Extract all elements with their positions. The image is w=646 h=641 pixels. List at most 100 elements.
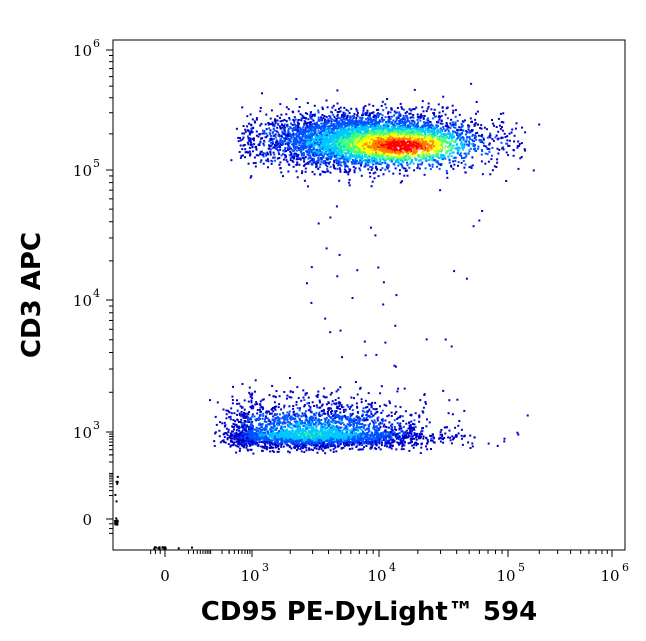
- event-dot: [336, 113, 339, 116]
- event-dot: [289, 159, 292, 162]
- event-dot: [257, 154, 260, 157]
- event-dot: [441, 122, 444, 125]
- event-dot: [430, 124, 432, 127]
- event-dot: [363, 120, 366, 123]
- event-dot: [325, 130, 328, 133]
- event-dot: [355, 157, 358, 160]
- event-dot: [435, 161, 438, 164]
- event-dot: [297, 147, 300, 150]
- event-dot: [352, 120, 355, 123]
- event-dot: [348, 154, 351, 157]
- event-dot: [439, 164, 442, 167]
- event-dot: [435, 126, 438, 129]
- event-dot: [374, 116, 377, 119]
- event-dot: [441, 141, 444, 144]
- event-dot: [337, 148, 340, 151]
- event-dot: [323, 130, 326, 133]
- event-dot: [395, 124, 398, 127]
- event-dot: [468, 135, 471, 138]
- event-dot: [287, 129, 290, 132]
- event-dot: [438, 167, 441, 170]
- event-dot: [369, 116, 372, 119]
- event-dot: [267, 123, 270, 126]
- event-dot: [270, 144, 273, 147]
- event-dot: [343, 135, 346, 138]
- event-dot: [406, 130, 409, 133]
- event-dot: [496, 147, 499, 150]
- event-dot: [250, 127, 253, 130]
- event-dot: [375, 131, 378, 134]
- event-dot: [450, 140, 453, 143]
- event-dot: [380, 104, 383, 107]
- event-dot: [448, 149, 451, 152]
- event-dot: [319, 173, 322, 176]
- event-dot: [376, 134, 379, 137]
- event-dot: [330, 130, 333, 132]
- event-dot: [318, 146, 321, 149]
- event-dot: [401, 138, 404, 141]
- event-dot: [397, 139, 400, 142]
- event-dot: [390, 125, 393, 128]
- event-dot: [447, 126, 450, 129]
- event-dot: [284, 142, 287, 145]
- event-dot: [248, 133, 251, 136]
- event-dot: [299, 157, 302, 160]
- event-dot: [337, 162, 340, 165]
- event-dot: [285, 119, 288, 122]
- event-dot: [303, 157, 306, 160]
- event-dot: [365, 148, 368, 151]
- event-dot: [263, 132, 266, 135]
- event-dot: [482, 137, 485, 140]
- event-dot: [300, 117, 303, 120]
- event-dot: [395, 131, 398, 134]
- event-dot: [317, 157, 320, 160]
- event-dot: [319, 157, 322, 160]
- event-dot: [455, 144, 458, 146]
- event-dot: [462, 148, 465, 151]
- event-dot: [302, 158, 305, 161]
- event-dot: [410, 119, 413, 122]
- event-dot: [418, 142, 421, 144]
- event-dot: [378, 153, 381, 156]
- event-dot: [291, 133, 293, 136]
- event-dot: [484, 152, 487, 155]
- event-dot: [290, 152, 293, 155]
- event-dot: [292, 150, 295, 152]
- event-dot: [352, 140, 355, 142]
- event-dot: [364, 152, 367, 155]
- event-dot: [265, 154, 267, 157]
- event-dot: [313, 113, 316, 116]
- event-dot: [335, 139, 338, 142]
- event-dot: [345, 158, 348, 161]
- event-dot: [259, 133, 262, 136]
- event-dot: [297, 157, 300, 160]
- event-dot: [447, 155, 450, 158]
- event-dot: [479, 141, 482, 143]
- event-dot: [346, 142, 349, 145]
- event-dot: [323, 126, 326, 129]
- event-dot: [480, 148, 483, 151]
- event-dot: [358, 167, 361, 170]
- event-dot: [359, 149, 361, 152]
- event-dot: [504, 136, 507, 138]
- event-dot: [435, 144, 438, 147]
- event-dot: [371, 142, 374, 145]
- event-dot: [314, 153, 317, 156]
- event-dot: [317, 167, 320, 170]
- event-dot: [401, 124, 404, 127]
- event-dot: [254, 162, 257, 164]
- event-dot: [433, 129, 436, 132]
- event-dot: [322, 160, 325, 163]
- event-dot: [410, 159, 413, 162]
- event-dot: [358, 140, 361, 143]
- event-dot: [390, 108, 393, 111]
- event-dot: [261, 132, 264, 135]
- event-dot: [375, 150, 378, 153]
- event-dot: [435, 154, 438, 157]
- event-dot: [422, 117, 425, 120]
- event-dot: [357, 156, 360, 159]
- event-dot: [388, 120, 391, 123]
- event-dot: [321, 150, 324, 153]
- event-dot: [414, 157, 417, 160]
